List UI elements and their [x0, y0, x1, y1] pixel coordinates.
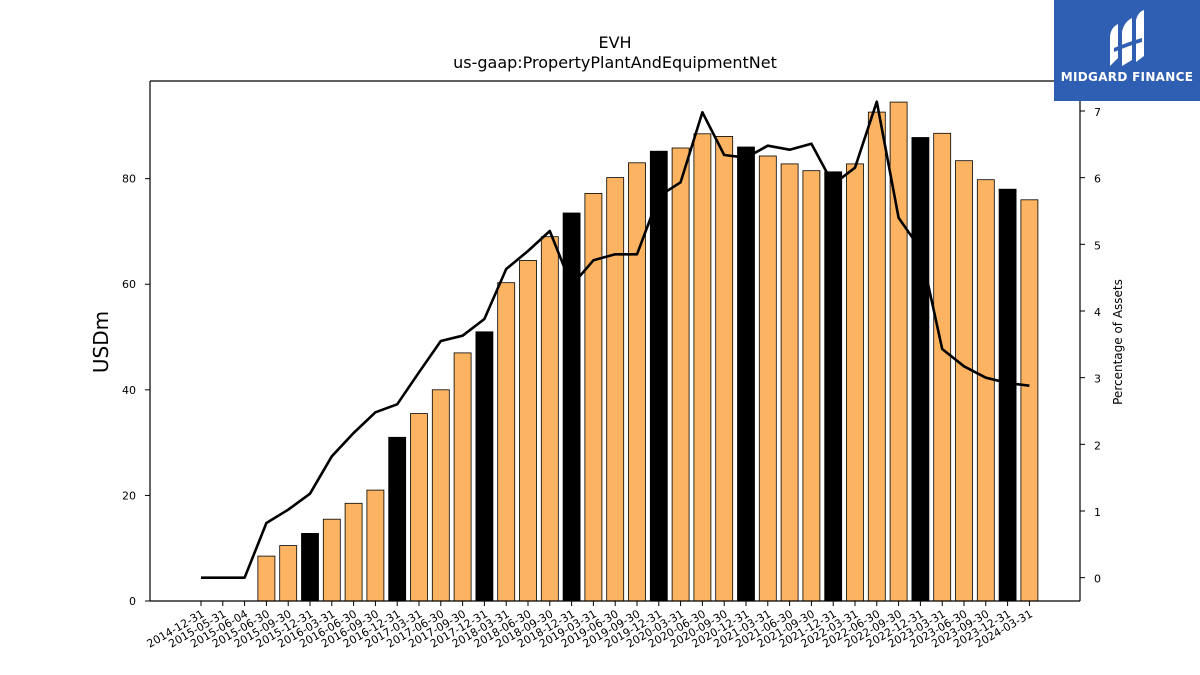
bar [540, 236, 559, 602]
bar [606, 177, 625, 602]
y-tick-label: 40 [122, 384, 136, 397]
bar [322, 518, 341, 602]
bar [998, 188, 1017, 602]
bar [867, 111, 886, 602]
bar [475, 331, 494, 602]
bar [671, 147, 690, 602]
bar [431, 389, 450, 602]
y2-tick-label: 5 [1094, 239, 1101, 252]
y-axis-label: USDm [89, 311, 113, 373]
bar [780, 163, 799, 602]
y2-tick-label: 0 [1094, 573, 1101, 586]
bars-group [257, 101, 1039, 602]
bar [715, 135, 734, 602]
bar [497, 282, 516, 602]
y2-tick-label: 7 [1094, 106, 1101, 119]
y-tick-label: 80 [122, 173, 136, 186]
y2-axis-label: Percentage of Assets [1111, 279, 1125, 405]
brand-logo: MIDGARD FINANCE [1054, 0, 1200, 101]
bar [1020, 199, 1039, 602]
brand-name: MIDGARD FINANCE [1060, 70, 1194, 84]
chart-title: EVH [598, 33, 631, 52]
bar [301, 533, 319, 602]
bar [911, 137, 930, 602]
bar [649, 150, 668, 602]
bar [824, 171, 843, 602]
bar [257, 555, 276, 602]
bar [344, 502, 363, 602]
bar [453, 352, 472, 602]
bar [889, 101, 908, 602]
bar [366, 489, 385, 602]
y2-tick-label: 6 [1094, 173, 1101, 186]
y-tick-label: 20 [122, 489, 136, 502]
y2-tick-label: 4 [1094, 306, 1101, 319]
bar [846, 163, 864, 602]
line-group [201, 100, 1030, 580]
bar [758, 155, 777, 602]
midgard-logo-icon [1110, 10, 1144, 66]
y2-tick-label: 3 [1094, 373, 1101, 386]
y-ticks-group: 0 20 40 60 80 [122, 173, 150, 608]
x-ticks-group: 2014-12-312015-05-312015-06-042015-06-30… [145, 601, 1035, 651]
bar [955, 160, 973, 602]
bar [410, 413, 428, 602]
bar [933, 132, 952, 602]
y-tick-label: 0 [129, 595, 136, 608]
bar [519, 260, 537, 602]
bar [737, 146, 755, 602]
chart-subtitle: us-gaap:PropertyPlantAndEquipmentNet [453, 53, 777, 72]
bar [584, 192, 603, 602]
y-tick-label: 60 [122, 278, 136, 291]
series-line [201, 100, 1030, 580]
y2-tick-label: 1 [1094, 506, 1101, 519]
bar [976, 179, 995, 602]
y2-tick-label: 2 [1094, 439, 1101, 452]
y2-ticks-group: 0 1 2 3 4 5 6 7 [1080, 106, 1101, 586]
bar [628, 162, 646, 602]
bar [802, 170, 821, 602]
bar [279, 545, 298, 602]
bar [388, 436, 407, 602]
bar [693, 133, 712, 602]
